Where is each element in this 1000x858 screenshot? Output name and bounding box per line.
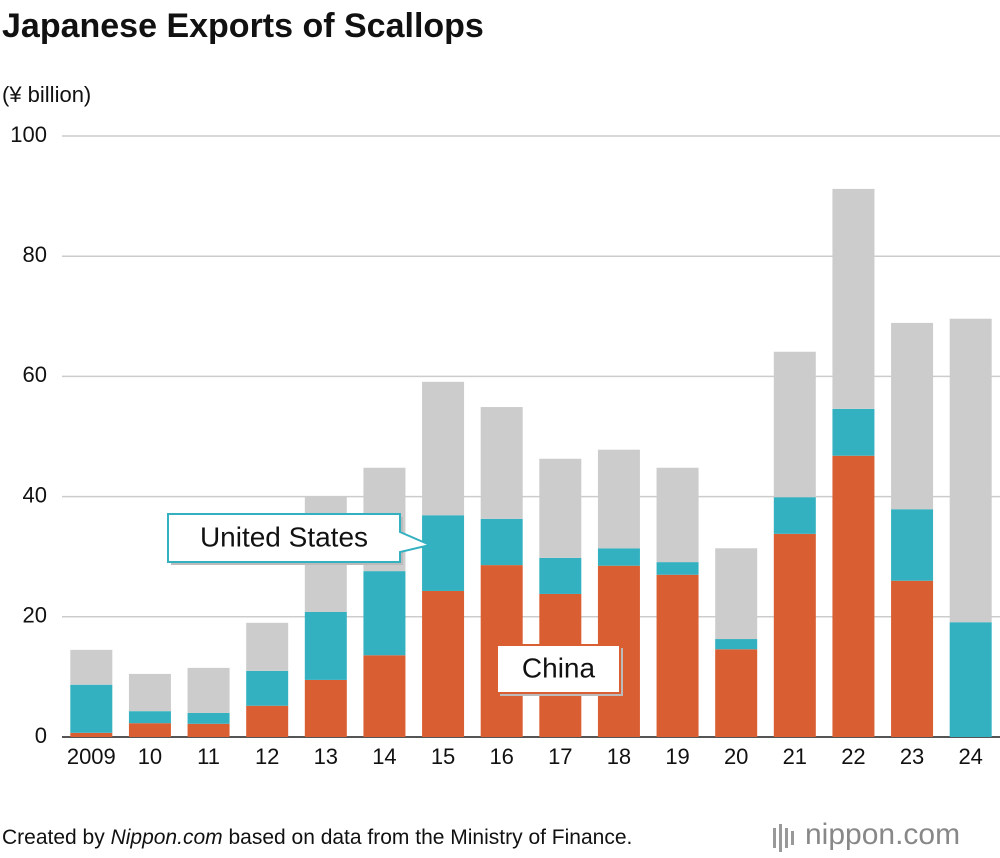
bar-segment	[832, 455, 875, 737]
callout-label: China	[522, 652, 596, 683]
bar-segment	[422, 381, 465, 516]
bar-segment	[597, 548, 640, 566]
y-tick-label: 0	[35, 723, 47, 748]
x-tick-label: 16	[489, 744, 513, 769]
y-tick-label: 40	[23, 482, 47, 507]
y-tick-label: 100	[10, 122, 47, 147]
bar-segment	[304, 679, 347, 737]
bar-segment	[715, 639, 758, 650]
bar-segment	[949, 318, 992, 623]
x-tick-label: 2009	[67, 744, 116, 769]
bar-segment	[891, 580, 934, 737]
logo: nippon.com	[805, 818, 960, 851]
source-text: based on data from the Ministry of Finan…	[223, 826, 633, 849]
x-tick-label: 24	[958, 744, 982, 769]
source-emphasis: Nippon.com	[111, 826, 223, 849]
source-text: Created by	[2, 826, 111, 849]
bar-segment	[715, 649, 758, 737]
x-tick-label: 11	[197, 744, 220, 769]
bar-segment	[949, 622, 992, 737]
bar-segment	[128, 723, 171, 737]
bar-segment	[70, 684, 113, 733]
bar-segment	[773, 497, 816, 534]
bar-segment	[656, 574, 699, 737]
bar-segment	[597, 449, 640, 549]
bar-segment	[246, 705, 289, 737]
bar-segment	[128, 711, 171, 724]
bar-segment	[832, 408, 875, 456]
source-note: Created by Nippon.com based on data from…	[2, 826, 632, 849]
bar-segment	[773, 533, 816, 737]
y-tick-label: 20	[23, 603, 47, 628]
bar-segment	[480, 518, 523, 566]
x-tick-label: 20	[724, 744, 748, 769]
bar-segment	[187, 723, 230, 737]
x-tick-label: 17	[548, 744, 572, 769]
bar-segment	[70, 732, 113, 737]
bar-segment	[246, 622, 289, 671]
x-tick-label: 22	[841, 744, 865, 769]
bar-segment	[539, 557, 582, 594]
x-tick-label: 21	[783, 744, 807, 769]
bar-segment	[891, 322, 934, 510]
bar-segment	[539, 458, 582, 558]
callout-box	[496, 644, 621, 694]
bar-segment	[128, 673, 171, 712]
y-axis-label: (¥ billion)	[2, 82, 91, 107]
bar-segment	[480, 407, 523, 519]
x-tick-label: 14	[372, 744, 396, 769]
x-tick-label: 15	[431, 744, 455, 769]
bar-segment	[891, 509, 934, 581]
bar-segment	[656, 467, 699, 563]
y-tick-label: 80	[23, 242, 47, 267]
x-tick-label: 10	[138, 744, 162, 769]
x-tick-label: 23	[900, 744, 924, 769]
y-tick-label: 60	[23, 362, 47, 387]
bar-segment	[246, 670, 289, 706]
bar-segment	[187, 667, 230, 713]
x-tick-label: 12	[255, 744, 279, 769]
bar-segment	[773, 351, 816, 498]
bar-segment	[656, 562, 699, 575]
chart-title: Japanese Exports of Scallops	[2, 7, 484, 45]
bar-segment	[70, 649, 113, 685]
callout-box	[167, 513, 434, 563]
bar-segment	[422, 515, 465, 591]
bar-segment	[363, 571, 406, 656]
x-tick-label: 18	[607, 744, 631, 769]
bar-segment	[363, 655, 406, 737]
logo-mark	[773, 824, 794, 852]
callout-label: United States	[200, 521, 368, 552]
bar-segment	[304, 611, 347, 680]
bar-segment	[715, 548, 758, 640]
x-tick-label: 13	[314, 744, 338, 769]
bar-segment	[422, 590, 465, 737]
x-tick-label: 19	[665, 744, 689, 769]
bar-segment	[832, 188, 875, 409]
bar-segment	[187, 712, 230, 724]
